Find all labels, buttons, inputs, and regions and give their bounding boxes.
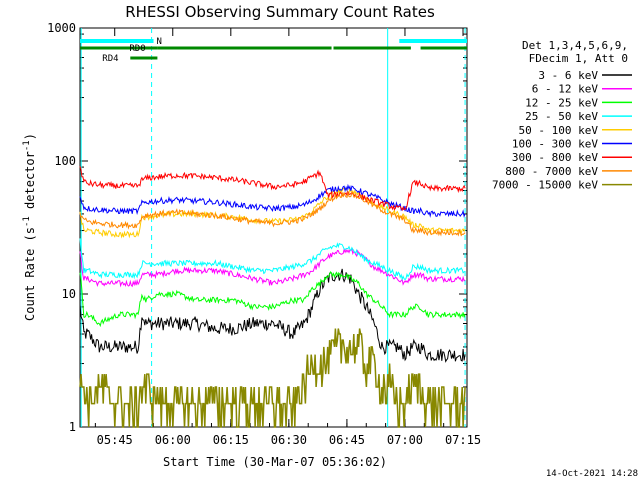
legend-label-1: 3 - 6 keV: [538, 69, 598, 82]
y-axis-label-main: Count Rate (s: [23, 227, 37, 321]
y-axis-label-end: ): [23, 133, 37, 140]
legend-label-6: 100 - 300 keV: [512, 138, 598, 151]
y-tick-label: 1000: [47, 21, 76, 35]
series-line-1: [79, 268, 466, 363]
attenuator-lines: [80, 28, 466, 427]
flag-bars: RD0 RD4 N: [80, 37, 467, 64]
series-line-9: [79, 328, 466, 428]
x-tick-label: 06:30: [271, 433, 307, 447]
legend-label-5: 50 - 100 keV: [519, 124, 599, 137]
x-tick-label: 06:45: [329, 433, 365, 447]
plot-frame: [79, 27, 468, 428]
series-line-7: [79, 166, 466, 212]
y-tick-label: 10: [62, 287, 76, 301]
y-tick-label: 1: [69, 420, 76, 434]
flag-label-n: N: [157, 37, 162, 47]
legend-label-2: 6 - 12 keV: [532, 83, 599, 96]
legend-label-4: 25 - 50 keV: [525, 110, 598, 123]
x-tick-label: 06:00: [155, 433, 191, 447]
y-axis-label: Count Rate (s-1 detector-1): [22, 133, 37, 321]
series-line-4: [79, 238, 466, 282]
x-axis-label: Start Time (30-Mar-07 05:36:02): [163, 455, 387, 469]
x-tick-label: 05:45: [97, 433, 133, 447]
flag-label-rd0: RD0: [129, 44, 145, 54]
series-group: [79, 166, 466, 428]
legend-label-3: 12 - 25 keV: [525, 96, 598, 109]
y-axis-label-sup2: -1: [22, 140, 32, 151]
legend-label-8: 800 - 7000 keV: [505, 165, 598, 178]
series-line-3: [79, 270, 466, 328]
chart-title: RHESSI Observing Summary Count Rates: [125, 3, 435, 21]
series-line-5: [79, 186, 466, 239]
legend: Det 1,3,4,5,6,9, FDecim 1, Att 0 3 - 6 k…: [492, 39, 632, 192]
x-tick-label: 07:15: [445, 433, 481, 447]
flag-label-rd4: RD4: [102, 54, 118, 64]
legend-label-9: 7000 - 15000 keV: [492, 179, 598, 192]
series-line-8: [79, 191, 466, 237]
y-axis-label-mid: detector: [23, 151, 37, 216]
legend-header-2: FDecim 1, Att 0: [529, 52, 628, 65]
x-axis-ticks: 05:45 06:00 06:15 06:30 06:45 07:00 07:15: [94, 28, 481, 447]
x-tick-label: 07:00: [387, 433, 423, 447]
timestamp: 14-Oct-2021 14:28: [546, 469, 638, 479]
series-line-2: [79, 247, 466, 288]
legend-label-7: 300 - 800 keV: [512, 151, 598, 164]
x-tick-label: 06:15: [213, 433, 249, 447]
legend-header-1: Det 1,3,4,5,6,9,: [522, 39, 628, 52]
y-tick-label: 100: [54, 154, 76, 168]
y-axis-label-sup1: -1: [22, 216, 32, 227]
